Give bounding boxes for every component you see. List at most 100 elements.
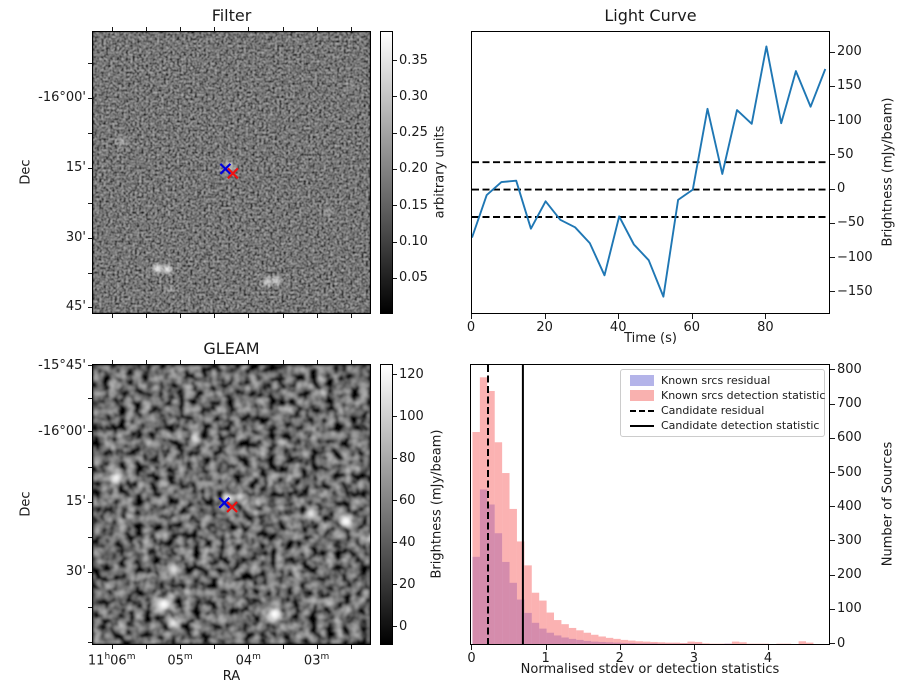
histogram-bar xyxy=(546,632,555,644)
tick-label: 200 xyxy=(837,44,862,60)
tick-label: 0 xyxy=(837,181,846,197)
tick-mark xyxy=(248,645,250,649)
histogram-bar xyxy=(628,642,636,644)
source-blob xyxy=(365,533,370,543)
source-blob xyxy=(118,137,127,146)
tick-mark xyxy=(88,466,92,468)
gleam-colorbar xyxy=(380,364,393,645)
histogram-bar xyxy=(635,643,643,644)
tick-label: 80 xyxy=(757,320,774,335)
legend-label: Candidate residual xyxy=(661,404,765,417)
tick-mark xyxy=(767,645,769,650)
legend-row-candidate-detstat: Candidate detection statistic xyxy=(621,419,824,432)
solid-line-icon xyxy=(630,424,654,427)
tick-mark xyxy=(393,277,397,279)
source-blob xyxy=(153,264,162,273)
source-blob xyxy=(110,493,118,501)
tick-label: -16°00' xyxy=(38,423,86,439)
tick-mark xyxy=(88,607,92,609)
histogram-bar xyxy=(531,592,540,644)
tick-mark xyxy=(393,60,397,62)
histogram-bar xyxy=(605,637,614,644)
tick-label: 20 xyxy=(536,320,553,335)
source-blob xyxy=(156,597,171,612)
tick-label: -16°00' xyxy=(38,90,86,106)
tick-label: 100 xyxy=(837,601,862,617)
filter-colorbar-label: arbitrary units xyxy=(432,125,448,219)
tick-mark xyxy=(393,416,397,418)
tick-mark xyxy=(830,291,835,293)
source-blob xyxy=(159,377,168,386)
source-blob xyxy=(110,510,118,518)
histogram-bar xyxy=(605,642,614,644)
tick-mark xyxy=(393,96,397,98)
histogram-bar xyxy=(568,638,577,644)
tick-label: 200 xyxy=(837,567,862,583)
histogram-bar xyxy=(620,642,629,644)
tick-mark xyxy=(88,641,92,643)
tick-mark xyxy=(88,431,92,433)
histogram-bar xyxy=(672,642,681,644)
histogram-bar xyxy=(472,432,480,644)
tick-mark xyxy=(316,314,318,318)
histogram-plot xyxy=(472,365,814,644)
tick-mark xyxy=(830,608,835,610)
histogram-bar xyxy=(642,643,651,644)
tick-mark xyxy=(111,360,113,364)
histogram-bar xyxy=(598,641,606,644)
tick-label: 11h06m xyxy=(87,652,136,669)
histogram-bar xyxy=(554,620,562,644)
tick-mark xyxy=(88,501,92,503)
tick-label: 60 xyxy=(399,492,416,508)
histogram-bar xyxy=(591,641,599,644)
histogram-bar xyxy=(568,627,577,644)
tick-mark xyxy=(180,360,182,364)
tick-mark xyxy=(282,360,284,364)
gleam-noise xyxy=(93,365,370,644)
histogram-bar xyxy=(583,632,592,644)
tick-label: 30' xyxy=(65,230,86,246)
histogram-bar xyxy=(502,561,510,644)
filter-title: Filter xyxy=(211,6,252,25)
tick-mark xyxy=(393,584,397,586)
histogram-bar xyxy=(472,556,480,644)
tick-mark xyxy=(545,645,547,650)
source-blob xyxy=(339,515,353,528)
histogram-bar xyxy=(524,565,532,644)
tick-mark xyxy=(88,272,92,274)
histogram-bar xyxy=(539,600,547,644)
tick-mark xyxy=(316,645,318,649)
filter-colorbar xyxy=(380,31,393,314)
tick-mark xyxy=(830,188,835,190)
tick-mark xyxy=(350,360,352,364)
tick-mark xyxy=(145,314,147,318)
tick-mark xyxy=(88,571,92,573)
tick-mark xyxy=(145,27,147,31)
filter-markers xyxy=(219,163,239,180)
tick-mark xyxy=(830,403,835,405)
tick-mark xyxy=(248,314,250,318)
gleam-title: GLEAM xyxy=(203,339,260,358)
histogram-bar xyxy=(680,642,688,644)
tick-label: 03m xyxy=(303,652,330,669)
tick-mark xyxy=(88,167,92,169)
tick-label: -15°45' xyxy=(38,357,86,373)
tick-mark xyxy=(830,506,835,508)
histogram-bar xyxy=(650,641,658,644)
tick-mark xyxy=(830,222,835,224)
histogram-bar xyxy=(531,622,540,644)
histogram-bar xyxy=(509,582,517,644)
tick-mark xyxy=(180,314,182,318)
source-blob xyxy=(163,265,172,274)
tick-mark xyxy=(282,314,284,318)
tick-label: 80 xyxy=(399,450,416,466)
histogram-bar xyxy=(613,642,621,644)
tick-mark xyxy=(830,120,835,122)
histogram-bar xyxy=(665,642,673,644)
tick-label: 45' xyxy=(65,299,86,315)
tick-mark xyxy=(393,132,397,134)
histogram-series xyxy=(472,377,814,644)
tick-label: 500 xyxy=(837,464,862,480)
tick-label: 0.05 xyxy=(399,270,428,286)
matched-position-x-marker xyxy=(226,501,238,513)
